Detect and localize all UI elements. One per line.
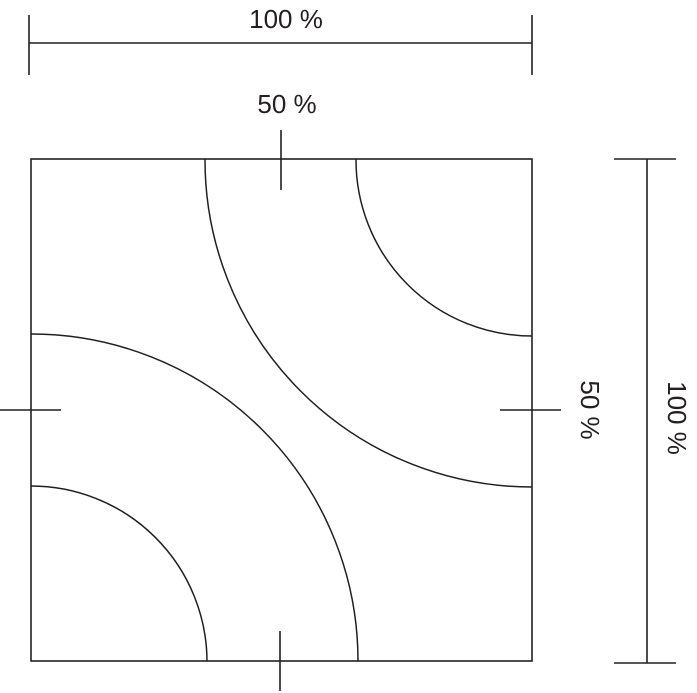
top-right-small-arc — [355, 158, 533, 337]
tile-square — [30, 158, 533, 662]
top-width-label: 100 % — [249, 4, 323, 34]
bottom-left-small-arc — [30, 485, 208, 662]
top-half-label: 50 % — [257, 89, 316, 119]
bottom-left-large-arc — [30, 333, 359, 662]
right-height-label: 100 % — [662, 381, 692, 455]
right-half-label: 50 % — [575, 380, 605, 439]
top-right-large-arc — [204, 158, 533, 488]
